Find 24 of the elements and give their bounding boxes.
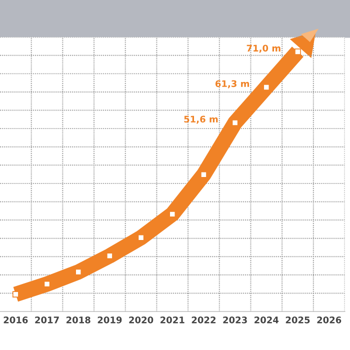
x-tick-label: 2021 [160,316,184,324]
x-tick-label: 2016 [4,316,28,324]
x-tick-label: 2020 [129,316,154,324]
point [263,84,270,90]
x-tick-label: 2018 [66,316,90,324]
data-label: 61,3 m [215,80,250,88]
data-label: 71,0 m [246,44,280,53]
point [138,234,144,241]
data-label: 51,6 m [184,116,218,124]
point [75,268,82,276]
x-tick-label: 2024 [254,316,279,324]
x-tick-label: 2017 [35,316,59,324]
point [106,252,113,260]
point [44,280,50,288]
point [200,171,207,178]
x-tick-label: 2025 [286,316,310,324]
x-tick-label: 2022 [192,316,216,324]
x-tick-label: 2026 [317,316,342,324]
point [232,120,238,126]
x-tick-label: 2023 [223,316,247,324]
point [294,48,301,55]
x-tick-label: 2019 [98,316,122,324]
point [169,210,176,218]
point [12,291,19,298]
